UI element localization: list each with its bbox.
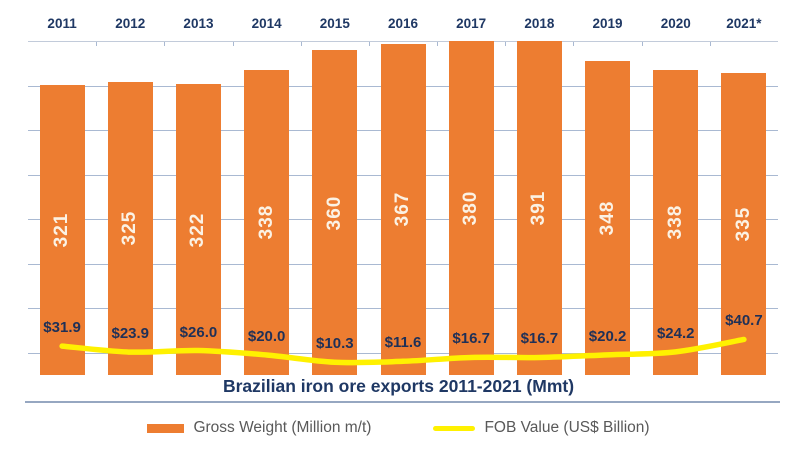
- bar-value-label: 338: [664, 205, 686, 240]
- category-axis-tick: [505, 42, 507, 46]
- category-label: 2019: [592, 16, 623, 31]
- category-label: 2015: [319, 16, 350, 31]
- category-axis-tick: [164, 42, 166, 46]
- bar-series-swatch: [147, 423, 185, 433]
- bar-value-label: 338: [255, 205, 277, 240]
- gross-weight-bar: 325: [107, 81, 153, 375]
- gross-weight-bar: 338: [653, 69, 699, 375]
- bar-value-label: 348: [596, 200, 618, 236]
- fob-value-label: $20.2: [588, 327, 627, 345]
- bar-value-label: 325: [119, 210, 141, 246]
- fob-value-label: $11.6: [384, 334, 422, 352]
- gross-weight-bar: 380: [448, 41, 494, 375]
- category-label: 2012: [115, 16, 146, 31]
- legend-item-gross-weight: Gross Weight (Million m/t): [147, 419, 371, 437]
- category-axis-line: [28, 41, 778, 42]
- category-label: 2017: [456, 16, 487, 31]
- legend: Gross Weight (Million m/t) FOB Value (US…: [0, 418, 797, 438]
- chart-title: Brazilian iron ore exports 2011-2021 (Mm…: [222, 376, 575, 396]
- category-axis-tick: [641, 42, 643, 46]
- bar-value-label: 335: [732, 206, 754, 242]
- fob-value-label: $26.0: [179, 323, 218, 341]
- bar-value-label: 367: [392, 191, 413, 227]
- bar-value-label: 322: [187, 212, 209, 248]
- bar-value-label: 360: [323, 195, 345, 230]
- category-label: 2014: [251, 16, 282, 31]
- fob-value-label: $31.9: [43, 319, 81, 337]
- category-axis-tick: [573, 42, 575, 46]
- category-label: 2013: [183, 16, 214, 31]
- category-axis-tick: [232, 42, 234, 46]
- category-axis-tick: [709, 42, 711, 46]
- legend-label-fob-value: FOB Value (US$ Billion): [484, 419, 650, 436]
- bar-value-label: 380: [460, 190, 482, 226]
- category-label: 2011: [47, 16, 77, 31]
- fob-value-label: $16.7: [452, 330, 490, 348]
- category-label: 2021*: [726, 16, 762, 31]
- category-label: 2016: [387, 16, 419, 31]
- category-axis-tick: [368, 42, 370, 46]
- category-axis-tick: [96, 42, 98, 46]
- fob-value-label: $16.7: [520, 330, 559, 348]
- fob-value-label: $24.2: [656, 324, 695, 342]
- gross-weight-bar: 322: [175, 84, 221, 375]
- fob-value-label: $20.0: [247, 328, 286, 345]
- category-label: 2018: [524, 16, 555, 31]
- legend-item-fob-value: FOB Value (US$ Billion): [433, 419, 650, 437]
- legend-label-gross-weight: Gross Weight (Million m/t): [193, 419, 372, 436]
- line-series-swatch: [433, 425, 476, 431]
- fob-value-label: $10.3: [316, 335, 354, 353]
- bar-value-label: 321: [51, 212, 73, 248]
- gross-weight-bar: 360: [312, 50, 358, 375]
- fob-value-label: $40.7: [725, 312, 763, 330]
- fob-value-label: $23.9: [111, 325, 150, 343]
- gross-weight-bar: 391: [516, 41, 562, 375]
- category-label: 2020: [660, 16, 691, 31]
- category-axis-tick: [437, 42, 439, 46]
- bar-value-label: 391: [528, 190, 550, 226]
- gross-weight-bar: 348: [585, 60, 631, 375]
- title-divider-line: [25, 401, 780, 403]
- gross-weight-bar: 321: [39, 85, 85, 375]
- category-axis-tick: [300, 42, 302, 46]
- gross-weight-bar: 338: [244, 69, 290, 375]
- gross-weight-bar: 367: [380, 43, 426, 375]
- gross-weight-bar: 335: [721, 72, 767, 375]
